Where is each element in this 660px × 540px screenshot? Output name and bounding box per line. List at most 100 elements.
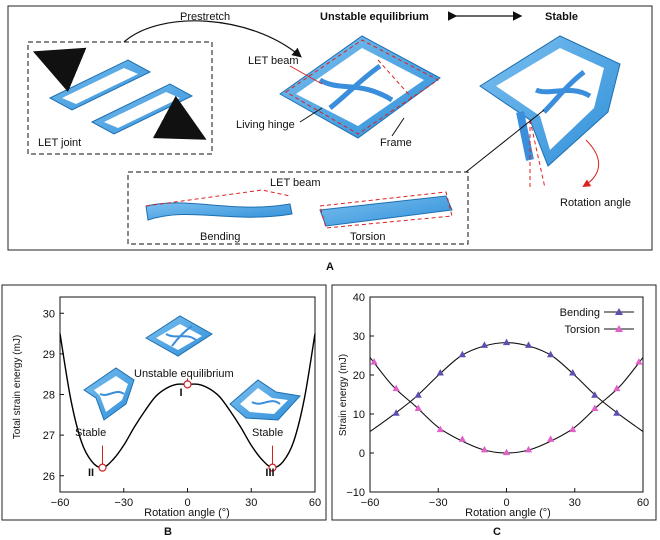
let-beam-label: LET beam — [248, 55, 299, 67]
chart-c-torsion-point — [370, 358, 378, 365]
chart-c-torsion-point — [436, 425, 444, 433]
chart-b-marker-i: I — [179, 387, 182, 399]
chart-c-bending-point — [591, 391, 599, 398]
chart-c-bending-point — [547, 350, 555, 358]
bending-label: Bending — [200, 231, 240, 243]
chart-c-bending-point — [613, 409, 621, 416]
bending-illustration — [145, 189, 293, 221]
prestretch-arrow — [123, 20, 302, 58]
legend-torsion-label: Torsion — [565, 324, 600, 336]
panel-b-label: B — [164, 526, 172, 538]
chart-c-torsion-point — [613, 384, 621, 392]
prestretch-label: Prestretch — [180, 11, 230, 23]
let-joint-label: LET joint — [38, 137, 81, 149]
chart-b-ytick-label: 27 — [43, 430, 55, 442]
chart-b-stable-right: Stable — [252, 427, 283, 439]
chart-c-ytick-label: −10 — [346, 487, 365, 499]
chart-b-xlabel: Rotation angle (°) — [144, 507, 230, 519]
chart-b-stable-right-icon — [229, 379, 301, 421]
chart-c-torsion-point — [414, 404, 422, 412]
let-joint-illustration — [32, 47, 207, 140]
chart-b-ylabel: Total strain energy (mJ) — [12, 335, 23, 439]
chart-b-unstable-icon — [145, 315, 213, 357]
chart-c-ylabel: Strain energy (mJ) — [338, 354, 349, 436]
chart-c-bending-point — [524, 341, 533, 348]
chart-c-xtick-label: −60 — [361, 497, 380, 509]
chart-b-marker-point — [268, 463, 277, 472]
chart-c-bending-point — [414, 391, 422, 398]
chart-b-xtick-label: −30 — [114, 497, 133, 509]
legend-bending-marker — [615, 308, 623, 315]
rotation-guides — [529, 119, 546, 189]
living-hinge-pointer — [299, 107, 323, 123]
frame-pointer — [391, 117, 405, 137]
chart-b-xtick-label: 60 — [309, 497, 321, 509]
chart-c-torsion-point — [591, 404, 599, 412]
chart-c-xtick-label: −30 — [429, 497, 448, 509]
chart-b-unstable-text: Unstable equilibrium — [134, 368, 234, 380]
chart-c-torsion-point — [458, 435, 466, 442]
panel-c-frame — [331, 284, 657, 521]
inset-connector — [465, 109, 545, 173]
inset-box — [127, 171, 469, 245]
chart-c-torsion-point — [569, 425, 577, 433]
let-beam-pointer — [289, 65, 323, 85]
chart-b-marker-ii: II — [88, 467, 94, 479]
stable-title: Stable — [545, 11, 578, 23]
rotation-angle-label: Rotation angle — [560, 197, 631, 209]
chart-b-ytick-label: 26 — [43, 471, 55, 483]
panel-a-label: A — [326, 261, 334, 273]
chart-b-xtick-label: −60 — [51, 497, 70, 509]
stable-structure — [479, 35, 621, 167]
living-hinge-label: Living hinge — [236, 119, 295, 131]
chart-c-xlabel: Rotation angle (°) — [465, 507, 551, 519]
rotation-arrow — [582, 139, 600, 188]
chart-c-torsion-point — [547, 435, 555, 442]
chart-b-ytick-label: 28 — [43, 390, 55, 402]
legend-torsion-marker — [615, 325, 623, 332]
unstable-structure — [279, 35, 441, 139]
chart-b-ytick-label: 29 — [43, 349, 55, 361]
torsion-label: Torsion — [350, 231, 385, 243]
chart-c-ytick-label: 10 — [353, 409, 365, 421]
chart-c-xtick-label: 30 — [569, 497, 581, 509]
chart-c-bending-point — [436, 369, 444, 376]
chart-c-torsion-point — [502, 448, 511, 456]
chart-c-ytick-label: 40 — [353, 292, 365, 304]
chart-c-bending-fit — [369, 342, 644, 432]
chart-c-torsion-fit — [369, 357, 644, 454]
chart-c-plot-area — [369, 296, 644, 493]
chart-c-xtick-label: 0 — [503, 497, 509, 509]
panel-b-frame — [1, 284, 327, 521]
chart-c-bending-point — [569, 369, 577, 376]
inset-title: LET beam — [270, 177, 321, 189]
chart-b-stable-left-icon — [83, 367, 135, 421]
chart-c-torsion-point — [524, 445, 533, 453]
chart-b-marker-iii: III — [265, 467, 274, 479]
let-joint-box — [27, 41, 213, 155]
chart-c: −60 −30 0 30 60 −10 0 10 20 30 40 — [346, 292, 649, 509]
chart-c-bending-point — [480, 341, 489, 348]
chart-b-marker-point — [98, 463, 107, 472]
chart-b-ytick-label: 30 — [43, 308, 55, 320]
chart-c-ytick-label: 30 — [353, 331, 365, 343]
chart-c-torsion-point — [635, 358, 643, 365]
chart-c-ytick-label: 20 — [353, 370, 365, 382]
torsion-illustration — [319, 191, 453, 229]
chart-b-stable-left: Stable — [75, 427, 106, 439]
chart-b-xtick-label: 30 — [245, 497, 257, 509]
chart-b: −60 −30 0 30 60 26 27 28 29 30 — [43, 296, 321, 509]
unstable-title: Unstable equilibrium — [320, 11, 429, 23]
panel-c-label: C — [493, 526, 501, 538]
chart-c-torsion-point — [392, 384, 400, 392]
chart-c-legend: Bending Torsion — [560, 307, 634, 336]
chart-c-bending-point — [458, 350, 466, 358]
chart-c-ytick-label: 0 — [359, 448, 365, 460]
chart-b-marker-point — [183, 380, 192, 389]
chart-c-torsion-point — [480, 445, 489, 453]
chart-c-bending-point — [392, 409, 400, 416]
legend-bending-label: Bending — [560, 307, 600, 319]
chart-c-xtick-label: 60 — [637, 497, 649, 509]
chart-c-bending-point — [502, 338, 511, 346]
